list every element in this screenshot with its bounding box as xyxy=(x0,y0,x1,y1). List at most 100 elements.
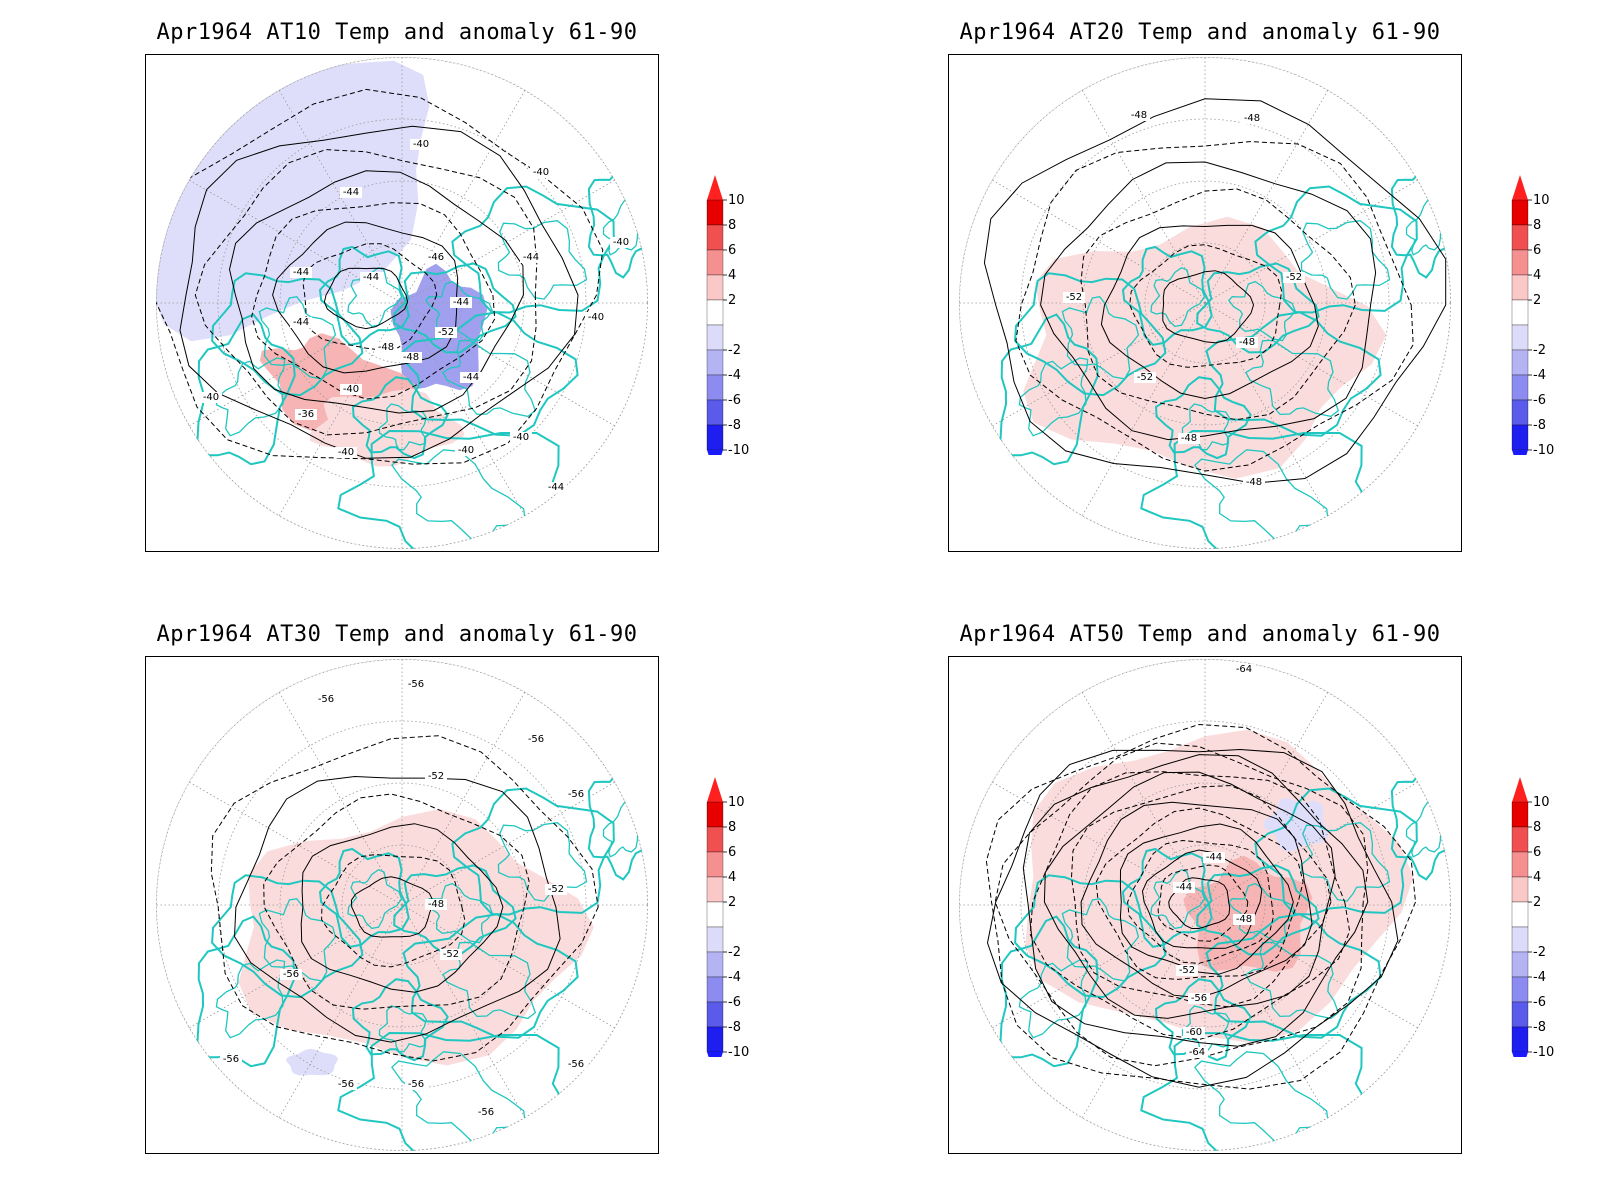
contour-label-bg xyxy=(450,297,472,308)
colorbar-label: -6 xyxy=(1533,995,1546,1010)
colorbar-label: -6 xyxy=(1533,393,1546,408)
contour-label-bg xyxy=(1233,914,1255,925)
contour-label: -52 xyxy=(1066,292,1082,303)
meridian-line xyxy=(1204,302,1329,517)
coastline xyxy=(347,266,403,328)
coastline xyxy=(393,262,517,354)
colorbar-swatch xyxy=(1511,349,1529,376)
coastline xyxy=(1154,978,1252,1062)
coastline xyxy=(587,163,648,279)
colorbar-label: -10 xyxy=(1533,443,1554,455)
contour-label-bg xyxy=(335,447,357,458)
map-panel-at10: Apr1964 AT10 Temp and anomaly 61-90 -40 -… xyxy=(145,20,705,580)
meridian-line xyxy=(188,781,403,906)
contour-label: -40 xyxy=(458,445,474,456)
colorbar-swatch xyxy=(1511,1001,1529,1028)
contour-label-bg xyxy=(1178,433,1200,444)
colorbar-svg: 10 8 6 4 2 -2 -4 -6 -8 -10 xyxy=(706,175,749,475)
meridian-line xyxy=(401,691,526,906)
meridian-line xyxy=(401,904,616,1029)
contour-label: -56 xyxy=(338,1079,354,1090)
colorbar-svg: 10 8 6 4 2 -2 -4 -6 -8 -10 xyxy=(1511,175,1554,475)
meridian-line xyxy=(1204,302,1419,427)
colorbar-label: -4 xyxy=(728,368,741,383)
contour-label: -56 xyxy=(408,1079,424,1090)
colorbar-swatch xyxy=(706,349,724,376)
temperature-contour xyxy=(194,149,538,436)
temperature-contour xyxy=(1080,801,1313,999)
coastline xyxy=(258,295,337,380)
contour-label-bg xyxy=(455,445,477,456)
contour-label: -44 xyxy=(1176,882,1192,893)
coastline xyxy=(1405,797,1451,858)
contour-label: -44 xyxy=(453,297,469,308)
colorbar-label: 4 xyxy=(1533,268,1541,283)
contour-label: -64 xyxy=(1189,1047,1205,1058)
contour-label: -40 xyxy=(513,432,529,443)
polar-map: -40-44-40-40-44-44 -44-44-46-44-52-40-48-… xyxy=(156,57,648,549)
coastline xyxy=(318,245,410,346)
map-panel-at20: Apr1964 AT20 Temp and anomaly 61-90 -48-… xyxy=(948,20,1508,580)
contour-label: -36 xyxy=(298,409,314,420)
colorbar-swatch xyxy=(706,1026,724,1053)
colorbar-swatch xyxy=(706,324,724,351)
colorbar-swatch xyxy=(706,1001,724,1028)
colorbar-label: -8 xyxy=(728,1020,741,1035)
colorbar-swatch xyxy=(1511,926,1529,953)
coastline xyxy=(1300,220,1391,300)
coastline xyxy=(1014,874,1167,999)
temperature-contour xyxy=(1100,224,1319,400)
polar-map: -64 -44 -44 -48 -52 -56 -60 -64 xyxy=(959,659,1451,1151)
temperature-contour xyxy=(302,243,438,351)
contour-label-bg xyxy=(340,187,362,198)
coastline xyxy=(196,915,296,1068)
contour-label-bg xyxy=(290,317,312,328)
contour-label: -48 xyxy=(1246,477,1262,488)
coastline xyxy=(215,357,286,437)
temperature-contour xyxy=(1040,161,1377,441)
contour-label: -48 xyxy=(1236,914,1252,925)
coastline xyxy=(999,915,1099,1068)
map-frame: -64 -44 -44 -48 -52 -56 -60 -64 xyxy=(948,656,1462,1154)
colorbar: 10 8 6 4 2 -2 -4 -6 -8 -10 xyxy=(705,175,765,475)
contour-label-bg xyxy=(585,312,607,323)
contour-label: -40 xyxy=(203,392,219,403)
contour-label-bg xyxy=(315,694,337,705)
contour-label-bg xyxy=(290,267,312,278)
colorbar-swatch xyxy=(706,199,724,226)
temperature-contour xyxy=(1127,839,1275,964)
coastline xyxy=(497,220,588,300)
temperature-contour xyxy=(1157,864,1249,942)
contour-label: -56 xyxy=(528,734,544,745)
colorbar-swatch xyxy=(1511,199,1529,226)
meridian-line xyxy=(188,302,403,427)
meridian-line xyxy=(1081,302,1206,517)
meridian-line xyxy=(1204,904,1419,1029)
contour-label-bg xyxy=(360,272,382,283)
contour-label-bg xyxy=(405,679,427,690)
contour-label: -44 xyxy=(293,317,309,328)
contour-label: -52 xyxy=(428,771,444,782)
meridian-line xyxy=(1081,89,1206,304)
temperature-contour xyxy=(300,823,504,993)
contour-label: -52 xyxy=(1286,272,1302,283)
panel-title: Apr1964 AT30 Temp and anomaly 61-90 xyxy=(156,622,638,647)
contour-label: -44 xyxy=(293,267,309,278)
colorbar-label: -2 xyxy=(1533,945,1546,960)
colorbar-arrow-down xyxy=(707,1052,723,1077)
anomaly-negative-weak xyxy=(286,1048,339,1076)
colorbar-label: 6 xyxy=(1533,243,1541,258)
coastline xyxy=(1390,163,1451,279)
meridian-line xyxy=(401,89,526,304)
colorbar-label: 6 xyxy=(1533,845,1541,860)
temperature-contour xyxy=(263,793,530,1010)
colorbar-swatch xyxy=(1511,324,1529,351)
contour-label-bg xyxy=(1173,882,1195,893)
colorbar-swatch xyxy=(1511,274,1529,301)
contour-label-bg xyxy=(295,409,317,420)
temperature-contour xyxy=(994,742,1369,1067)
contour-label-bg xyxy=(200,392,222,403)
meridian-line xyxy=(1081,904,1206,1119)
coastline xyxy=(378,403,428,451)
coastline xyxy=(211,874,364,999)
